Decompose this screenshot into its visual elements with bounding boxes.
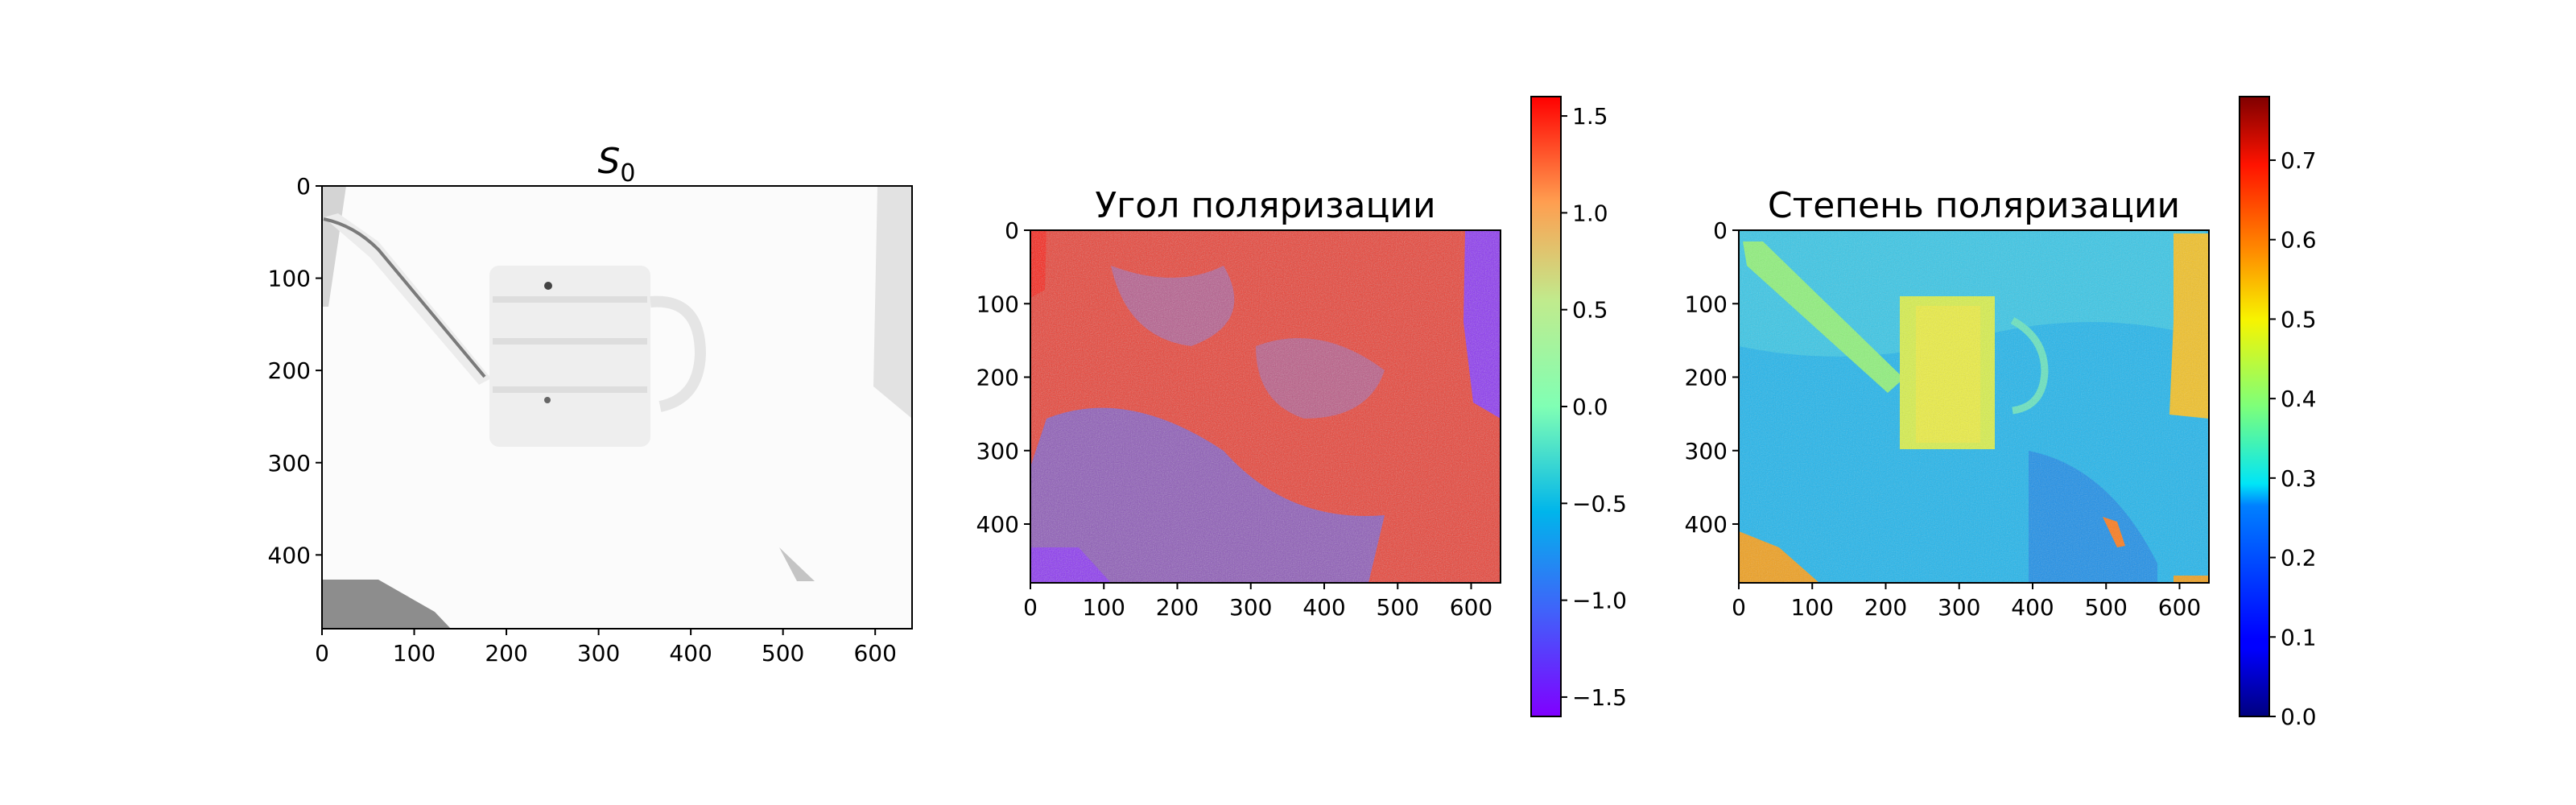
x-tick-label: 0 xyxy=(315,640,329,667)
colorbar-tick-label: 0.2 xyxy=(2281,545,2317,572)
x-tick-label: 100 xyxy=(1791,594,1834,621)
x-tick-label: 600 xyxy=(2158,594,2201,621)
y-tick-label: 200 xyxy=(268,357,311,384)
x-tick-label: 500 xyxy=(1377,594,1419,621)
panel-degree-colorbar-ticks: 0.7 0.6 0.5 0.4 0.3 0.2 0.1 0.0 xyxy=(2269,147,2317,730)
y-tick-label: 100 xyxy=(268,266,311,292)
colorbar-tick-label: 0.5 xyxy=(1572,297,1608,324)
colorbar-tick-label: 0.1 xyxy=(2281,624,2317,650)
x-tick-label: 400 xyxy=(2011,594,2054,621)
y-tick-label: 0 xyxy=(1713,217,1728,244)
panel-angle-axes: 0 100 200 300 400 500 600 0 100 200 300 400 xyxy=(976,217,1493,621)
panel-degree-axes: 0 100 200 300 400 500 600 0 100 200 300 400 xyxy=(1685,217,2202,621)
x-tick-label: 200 xyxy=(1864,594,1907,621)
colorbar-tick-label: 0.0 xyxy=(1572,394,1608,420)
x-tick-label: 600 xyxy=(853,640,896,667)
x-tick-label: 300 xyxy=(577,640,620,667)
panel-angle: Угол поляризации 0 100 200 300 400 500 600 0 100… xyxy=(976,96,1627,717)
y-tick-label: 400 xyxy=(268,542,311,568)
y-tick-label: 300 xyxy=(1685,438,1728,464)
panel-angle-image xyxy=(1030,230,1501,583)
panel-s0-image xyxy=(322,186,912,629)
panel-degree: Степень поляризации 0 100 200 300 400 500 6000… xyxy=(1685,96,2317,730)
x-tick-label: 200 xyxy=(1156,594,1199,621)
x-tick-label: 0 xyxy=(1023,594,1038,621)
x-tick-label: 300 xyxy=(1229,594,1272,621)
x-tick-label: 500 xyxy=(762,640,804,667)
panel-degree-image xyxy=(1739,230,2209,583)
colorbar-tick-label: −1.5 xyxy=(1572,684,1627,711)
panel-s0-title: S0 xyxy=(597,141,635,188)
y-tick-label: 100 xyxy=(1685,291,1728,317)
x-tick-label: 400 xyxy=(669,640,712,667)
panel-angle-colorbar xyxy=(1530,96,1562,717)
colorbar-tick-label: −1.0 xyxy=(1572,588,1627,614)
colorbar-tick-label: 0.4 xyxy=(2281,386,2317,412)
x-tick-label: 400 xyxy=(1302,594,1345,621)
colorbar-tick-label: 1.0 xyxy=(1572,200,1608,226)
colorbar-tick-label: 0.7 xyxy=(2281,147,2317,174)
panel-angle-colorbar-ticks: 1.5 1.0 0.5 0.0 −0.5 −1.0 −1.5 xyxy=(1561,103,1627,711)
panel-s0-title-subscript: 0 xyxy=(620,159,635,188)
y-tick-label: 0 xyxy=(1005,217,1019,244)
panel-degree-colorbar xyxy=(2239,96,2270,717)
x-tick-label: 600 xyxy=(1450,594,1492,621)
colorbar-tick-label: 1.5 xyxy=(1572,103,1608,130)
colorbar-tick-label: −0.5 xyxy=(1572,490,1627,517)
y-tick-label: 100 xyxy=(976,291,1019,317)
colorbar-tick-label: 0.6 xyxy=(2281,227,2317,254)
colorbar-tick-label: 0.0 xyxy=(2281,704,2317,730)
x-tick-label: 100 xyxy=(1083,594,1125,621)
panel-angle-title: Угол поляризации xyxy=(1095,185,1435,226)
colorbar-tick-label: 0.3 xyxy=(2281,465,2317,492)
x-tick-label: 200 xyxy=(485,640,527,667)
y-tick-label: 300 xyxy=(268,450,311,477)
x-tick-label: 300 xyxy=(1938,594,1980,621)
y-tick-label: 200 xyxy=(976,365,1019,391)
x-tick-label: 0 xyxy=(1732,594,1746,621)
x-tick-label: 500 xyxy=(2085,594,2128,621)
panel-s0-frame xyxy=(321,185,913,630)
panel-degree-title: Степень поляризации xyxy=(1768,185,2180,226)
colorbar-tick-label: 0.5 xyxy=(2281,306,2317,332)
y-tick-label: 400 xyxy=(976,511,1019,538)
x-tick-label: 100 xyxy=(393,640,436,667)
y-tick-label: 0 xyxy=(296,173,311,200)
panel-angle-frame xyxy=(1030,229,1501,584)
y-tick-label: 400 xyxy=(1685,511,1728,538)
panel-s0-title-main: S xyxy=(597,141,620,182)
panel-s0-axes: 0 100 200 300 400 500 600 0 100 200 300 400 xyxy=(268,173,897,667)
panel-degree-frame xyxy=(1738,229,2210,584)
y-tick-label: 300 xyxy=(976,438,1019,464)
y-tick-label: 200 xyxy=(1685,365,1728,391)
